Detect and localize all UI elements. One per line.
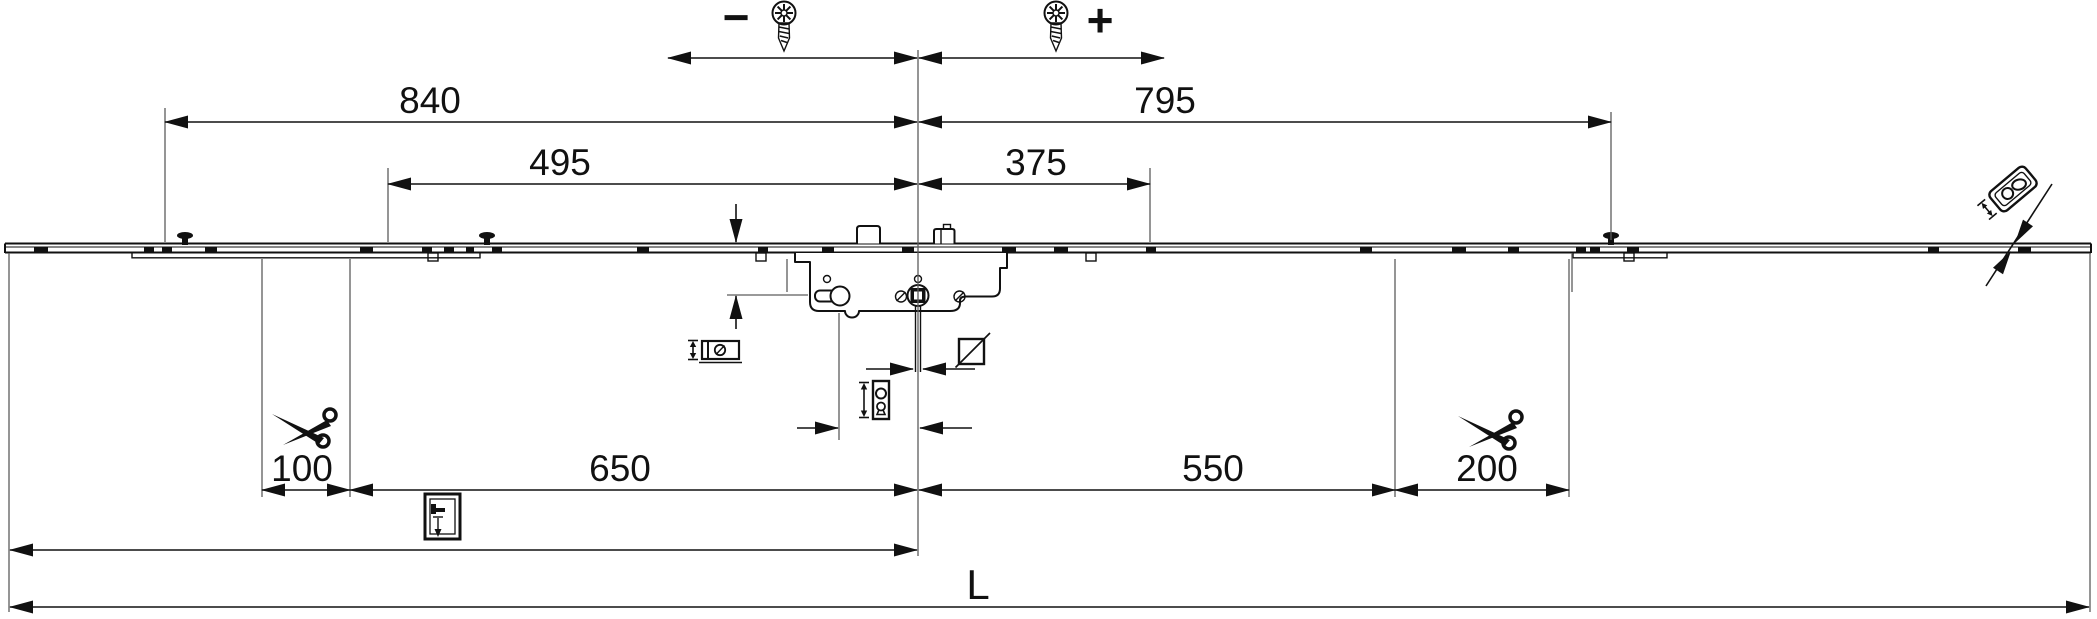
mushroom-cams <box>177 232 1619 245</box>
scissors-cut-right-icon <box>1458 409 1524 451</box>
adjustment-screw-right-icon <box>1043 0 1069 53</box>
dimension-label-495: 495 <box>529 142 591 183</box>
rail-notches <box>427 252 1635 262</box>
handle-to-cylinder-distance-icon <box>859 379 891 421</box>
door-handle-height-icon <box>423 492 462 541</box>
dimension-label-200: 200 <box>1456 448 1518 489</box>
lock-case <box>794 253 1008 372</box>
rail-rollers <box>34 247 2031 252</box>
dimension-label-550: 550 <box>1182 448 1244 489</box>
dimension-lines <box>9 51 2090 614</box>
dimension-label-795: 795 <box>1134 80 1196 121</box>
lock-rail <box>4 223 2092 292</box>
extension-lines <box>8 50 2091 612</box>
latch-bolt <box>856 225 881 244</box>
dimension-labels: 840 795 495 375 100 650 550 200 L − + <box>271 0 1518 608</box>
square-spindle-icon <box>954 332 991 369</box>
dimension-label-L: L <box>966 561 989 608</box>
screw-holes <box>894 290 966 303</box>
minus-label: − <box>723 0 750 43</box>
dimension-label-650: 650 <box>589 448 651 489</box>
scissors-cut-left-icon <box>272 407 338 449</box>
plus-label: + <box>1087 0 1114 46</box>
tilted-cam-adjust-icon <box>1976 165 2053 287</box>
dimension-label-375: 375 <box>1005 142 1067 183</box>
dimension-label-100: 100 <box>271 448 333 489</box>
roller-height-adjust-icon <box>688 339 742 364</box>
adjustment-screw-left-icon <box>771 0 797 53</box>
dimension-label-840: 840 <box>399 80 461 121</box>
cylinder-hole <box>814 285 851 307</box>
